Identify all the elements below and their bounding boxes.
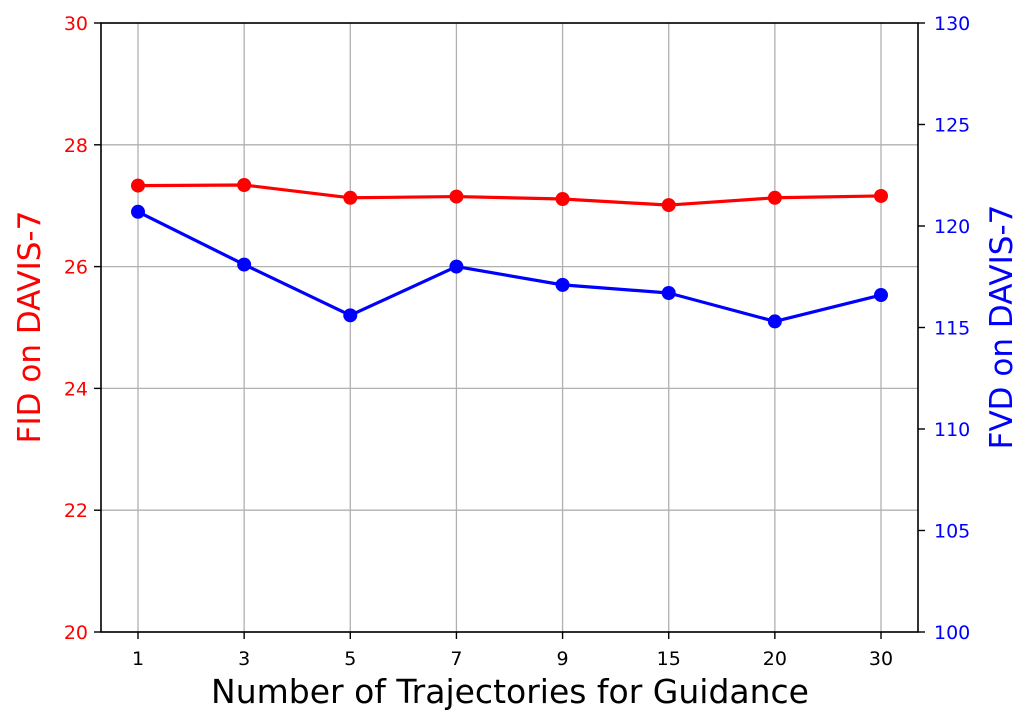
x-axis-title: Number of Trajectories for Guidance bbox=[211, 672, 809, 710]
fid-series-line bbox=[137, 183, 882, 207]
fvd-series-line bbox=[137, 210, 882, 324]
x-tick-label: 30 bbox=[869, 648, 893, 670]
y-left-axis-title: FID on DAVIS-7 bbox=[12, 211, 48, 444]
y-right-tick-label: 125 bbox=[934, 115, 970, 137]
fvd-point bbox=[237, 257, 252, 272]
y-left-tick-label: 28 bbox=[64, 135, 88, 157]
fid-point bbox=[131, 178, 145, 193]
y-left-tick-label: 20 bbox=[64, 622, 88, 644]
y-right-tick-label: 105 bbox=[934, 521, 970, 543]
y-left-tick-label: 24 bbox=[64, 378, 88, 400]
x-tick-label: 20 bbox=[763, 648, 787, 670]
fvd-point bbox=[131, 204, 145, 219]
y-right-tick-label: 100 bbox=[934, 622, 970, 644]
y-right-tick-label: 120 bbox=[934, 216, 970, 238]
series-layer bbox=[131, 177, 888, 329]
y-left-tick-label: 26 bbox=[64, 257, 88, 279]
x-tick-label: 3 bbox=[238, 648, 250, 670]
fvd-point bbox=[874, 288, 888, 303]
plot-border bbox=[100, 22, 919, 633]
fvd-point bbox=[343, 308, 358, 323]
fvd-point bbox=[449, 259, 464, 274]
fid-point bbox=[343, 190, 358, 205]
fid-point bbox=[555, 192, 570, 207]
x-tick-label: 7 bbox=[450, 648, 462, 670]
fid-point bbox=[874, 188, 888, 203]
fid-point bbox=[767, 190, 782, 205]
ticks-layer: 1 3 5 7 9 15 20 30 20 22 24 26 28 30 100 105 110 115 120 12… bbox=[64, 13, 970, 670]
y-left-tick-label: 30 bbox=[64, 13, 88, 35]
fid-point bbox=[449, 189, 464, 204]
x-tick-label: 5 bbox=[344, 648, 356, 670]
y-right-tick-label: 130 bbox=[934, 13, 970, 35]
x-tick-label: 9 bbox=[557, 648, 569, 670]
plot-frame bbox=[100, 22, 919, 633]
fvd-point bbox=[767, 314, 782, 329]
fid-point bbox=[237, 177, 252, 192]
y-left-tick-label: 22 bbox=[64, 500, 88, 522]
fid-point bbox=[661, 198, 676, 213]
y-right-tick-label: 115 bbox=[934, 318, 970, 340]
grid bbox=[101, 22, 918, 633]
x-tick-label: 1 bbox=[132, 648, 144, 670]
x-tick-label: 15 bbox=[657, 648, 681, 670]
y-right-axis-title: FVD on DAVIS-7 bbox=[984, 205, 1020, 450]
fvd-point bbox=[661, 285, 676, 300]
y-right-tick-label: 110 bbox=[934, 419, 970, 441]
fvd-point bbox=[555, 277, 570, 292]
